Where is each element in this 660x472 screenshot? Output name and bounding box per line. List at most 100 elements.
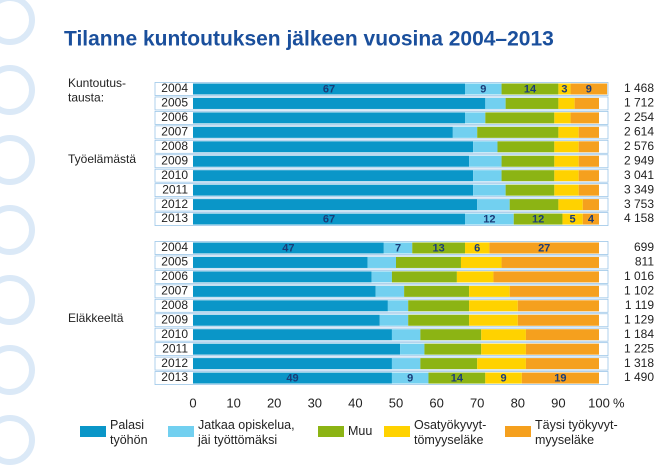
row-frame	[154, 269, 609, 284]
bar-segment	[489, 242, 599, 254]
bar-segment	[485, 112, 555, 124]
bar-segment	[193, 170, 474, 182]
bar-segment	[469, 285, 510, 297]
bar-segment	[387, 300, 409, 312]
bar-segment	[193, 97, 486, 109]
data-label: 12	[483, 213, 495, 225]
data-label: 49	[286, 372, 298, 384]
y-tick-label: 2005	[161, 96, 188, 110]
row-frame	[154, 284, 609, 299]
y-tick-label: 2010	[161, 327, 188, 341]
row-frame	[154, 154, 609, 169]
bar-segment	[408, 314, 470, 326]
bar-segment	[371, 271, 392, 283]
x-tick-label: 10	[226, 395, 240, 410]
bar-segment	[473, 141, 498, 153]
bar-segment	[521, 372, 599, 384]
y-tick-label: 2011	[162, 182, 188, 196]
bar-segment	[578, 155, 599, 167]
total-label: 2 254	[624, 110, 654, 124]
x-tick-label: 70	[470, 395, 484, 410]
row-frame	[154, 342, 609, 357]
y-tick-label: 2011	[162, 341, 188, 355]
x-tick-label: 90	[551, 395, 565, 410]
row-frame	[154, 298, 609, 313]
bar-segment	[509, 285, 599, 297]
row-frame	[154, 241, 609, 255]
data-label: 67	[323, 213, 335, 225]
group-label: Työelämästä	[68, 152, 136, 166]
row-frame	[154, 96, 609, 111]
row-frame	[154, 313, 609, 328]
total-label: 1 225	[624, 341, 654, 355]
bar-segment	[460, 256, 502, 268]
bar-segment	[193, 126, 453, 138]
y-tick-label: 2007	[161, 125, 188, 139]
bar-segment	[383, 242, 413, 254]
data-label: 27	[538, 242, 550, 254]
bar-segment	[396, 256, 461, 268]
x-tick-label: 60	[429, 395, 443, 410]
bar-segment	[578, 126, 599, 138]
bar-segment	[193, 199, 478, 211]
bar-segment	[465, 112, 486, 124]
bar-segment	[193, 358, 392, 370]
bar-segment	[554, 155, 579, 167]
bar-segment	[379, 314, 409, 326]
x-tick-label: 0	[189, 395, 196, 410]
bar-segment	[391, 372, 429, 384]
data-label: 13	[433, 242, 445, 254]
bar-segment	[193, 329, 392, 341]
bar-segment	[497, 141, 555, 153]
bar-segment	[554, 170, 579, 182]
y-tick-label: 2006	[161, 269, 188, 283]
total-label: 1 102	[624, 284, 654, 298]
total-label: 2 949	[624, 153, 654, 167]
legend-swatch	[384, 426, 410, 437]
total-label: 1 490	[624, 370, 654, 384]
group-label: Eläkkeeltä	[68, 311, 124, 325]
bar-segment	[391, 271, 457, 283]
bar-segment	[477, 358, 526, 370]
bar-segment	[505, 97, 559, 109]
bar-segment	[558, 97, 575, 109]
y-tick-label: 2009	[161, 312, 188, 326]
row-frame	[154, 82, 609, 96]
decoration	[0, 0, 35, 465]
bar-segment	[501, 83, 559, 95]
bar-segment	[193, 300, 388, 312]
legend-swatch	[168, 426, 194, 437]
total-label: 1 318	[624, 356, 654, 370]
data-label: 47	[282, 242, 294, 254]
y-tick-label: 2005	[161, 255, 188, 269]
bar-segment	[493, 271, 599, 283]
total-label: 1 468	[624, 81, 654, 95]
bar-segment	[582, 213, 599, 225]
row-frame	[154, 371, 609, 385]
bar-segment	[465, 213, 514, 225]
total-label: 2 614	[624, 125, 654, 139]
total-label: 1 712	[624, 96, 654, 110]
total-label: 811	[635, 255, 654, 269]
bar-segment	[469, 155, 502, 167]
bar-segment	[481, 329, 526, 341]
row-frame	[154, 197, 609, 212]
total-label: 1 016	[624, 269, 654, 283]
legend-label: Muu	[348, 424, 372, 438]
y-tick-label: 2012	[161, 356, 188, 370]
data-label: 5	[570, 213, 576, 225]
data-label: 6	[474, 242, 480, 254]
total-label: 3 753	[624, 197, 654, 211]
bar-segment	[501, 256, 599, 268]
legend-label: Jatkaa opiskelua, jäi työttömäksi	[197, 418, 295, 447]
x-tick-label: 40	[348, 395, 362, 410]
total-label: 3 349	[624, 182, 654, 196]
y-tick-label: 2007	[161, 284, 188, 298]
bar-segment	[485, 372, 522, 384]
bar-segment	[473, 170, 502, 182]
x-tick-label: 20	[267, 395, 281, 410]
bar-segment	[517, 314, 599, 326]
bar-segment	[193, 256, 368, 268]
bar-segment	[570, 83, 608, 95]
